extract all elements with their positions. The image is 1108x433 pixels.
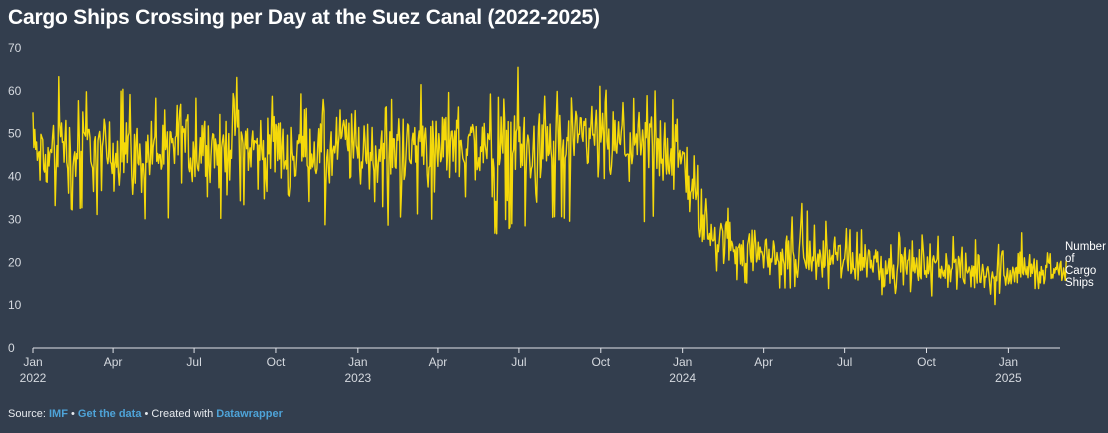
x-tick: Jul <box>186 348 202 369</box>
x-tick-label: Jul <box>186 355 201 369</box>
x-tick-label: Oct <box>917 355 936 369</box>
footer-source-prefix: Source: <box>8 408 49 420</box>
x-tick-label: Oct <box>591 355 610 369</box>
x-tick-label: Oct <box>267 355 286 369</box>
y-tick-label: 10 <box>8 298 22 312</box>
y-tick: 50 <box>8 127 22 141</box>
y-tick: 60 <box>8 84 22 98</box>
x-tick: Apr <box>754 348 773 369</box>
series-label-line: Cargo <box>1065 265 1096 277</box>
x-tick-year: 2022 <box>20 371 47 385</box>
chart-title: Cargo Ships Crossing per Day at the Suez… <box>8 6 600 29</box>
x-tick-label: Jan <box>999 355 1018 369</box>
x-tick-label: Jan <box>348 355 367 369</box>
y-tick-label: 40 <box>8 170 22 184</box>
x-tick: Apr <box>104 348 123 369</box>
y-tick: 0 <box>8 341 15 355</box>
y-tick-label: 60 <box>8 84 22 98</box>
x-tick: Oct <box>591 348 611 369</box>
x-tick: Jan 2025 <box>995 348 1022 385</box>
series-line <box>32 66 1067 306</box>
datawrapper-link[interactable]: Datawrapper <box>216 408 283 420</box>
x-tick: Jan 2023 <box>344 348 372 385</box>
series-label: Number of Cargo Ships <box>1065 241 1106 289</box>
x-tick-year: 2024 <box>669 371 696 385</box>
x-tick-label: Apr <box>754 355 773 369</box>
x-axis: Jan 2022 Apr Jul Oct Jan 2023 Apr Jul Oct Jan 2024 A… <box>20 348 1022 385</box>
source-link[interactable]: IMF <box>48 408 68 420</box>
x-tick: Oct <box>267 348 286 369</box>
y-tick-label: 30 <box>8 212 22 226</box>
x-tick-label: Apr <box>104 355 123 369</box>
y-tick-label: 20 <box>8 255 22 269</box>
x-tick: Jan 2024 <box>669 348 696 385</box>
x-tick-label: Jan <box>673 355 692 369</box>
x-tick: Jul <box>837 348 852 369</box>
x-tick: Jan 2022 <box>20 348 47 385</box>
plot-area <box>32 66 1067 306</box>
series-label-line: of <box>1065 253 1075 265</box>
y-axis: 0 10 20 30 40 50 60 70 <box>8 41 22 355</box>
y-tick-label: 70 <box>8 41 22 55</box>
x-tick: Apr <box>429 348 448 369</box>
y-tick: 30 <box>8 212 22 226</box>
footer-created-with: • Created with <box>141 408 217 420</box>
x-tick-year: 2023 <box>344 371 371 385</box>
x-tick-year: 2025 <box>995 371 1022 385</box>
x-tick-label: Jul <box>511 355 526 369</box>
y-tick: 10 <box>8 298 22 312</box>
x-tick: Oct <box>917 348 937 369</box>
x-tick-label: Jan <box>23 355 42 369</box>
series-label-line: Ships <box>1065 277 1094 289</box>
get-the-data-link[interactable]: Get the data <box>77 408 142 420</box>
series-label-line: Number <box>1065 241 1106 253</box>
footer-separator: • <box>67 408 78 420</box>
x-tick: Jul <box>511 348 527 369</box>
y-tick-label: 50 <box>8 127 22 141</box>
y-tick: 70 <box>8 41 22 55</box>
y-tick: 20 <box>8 255 22 269</box>
footer: Source: IMF • Get the data • Created wit… <box>8 408 283 420</box>
x-tick-label: Apr <box>429 355 448 369</box>
y-tick-label: 0 <box>8 341 15 355</box>
x-tick-label: Jul <box>837 355 852 369</box>
y-tick: 40 <box>8 170 22 184</box>
